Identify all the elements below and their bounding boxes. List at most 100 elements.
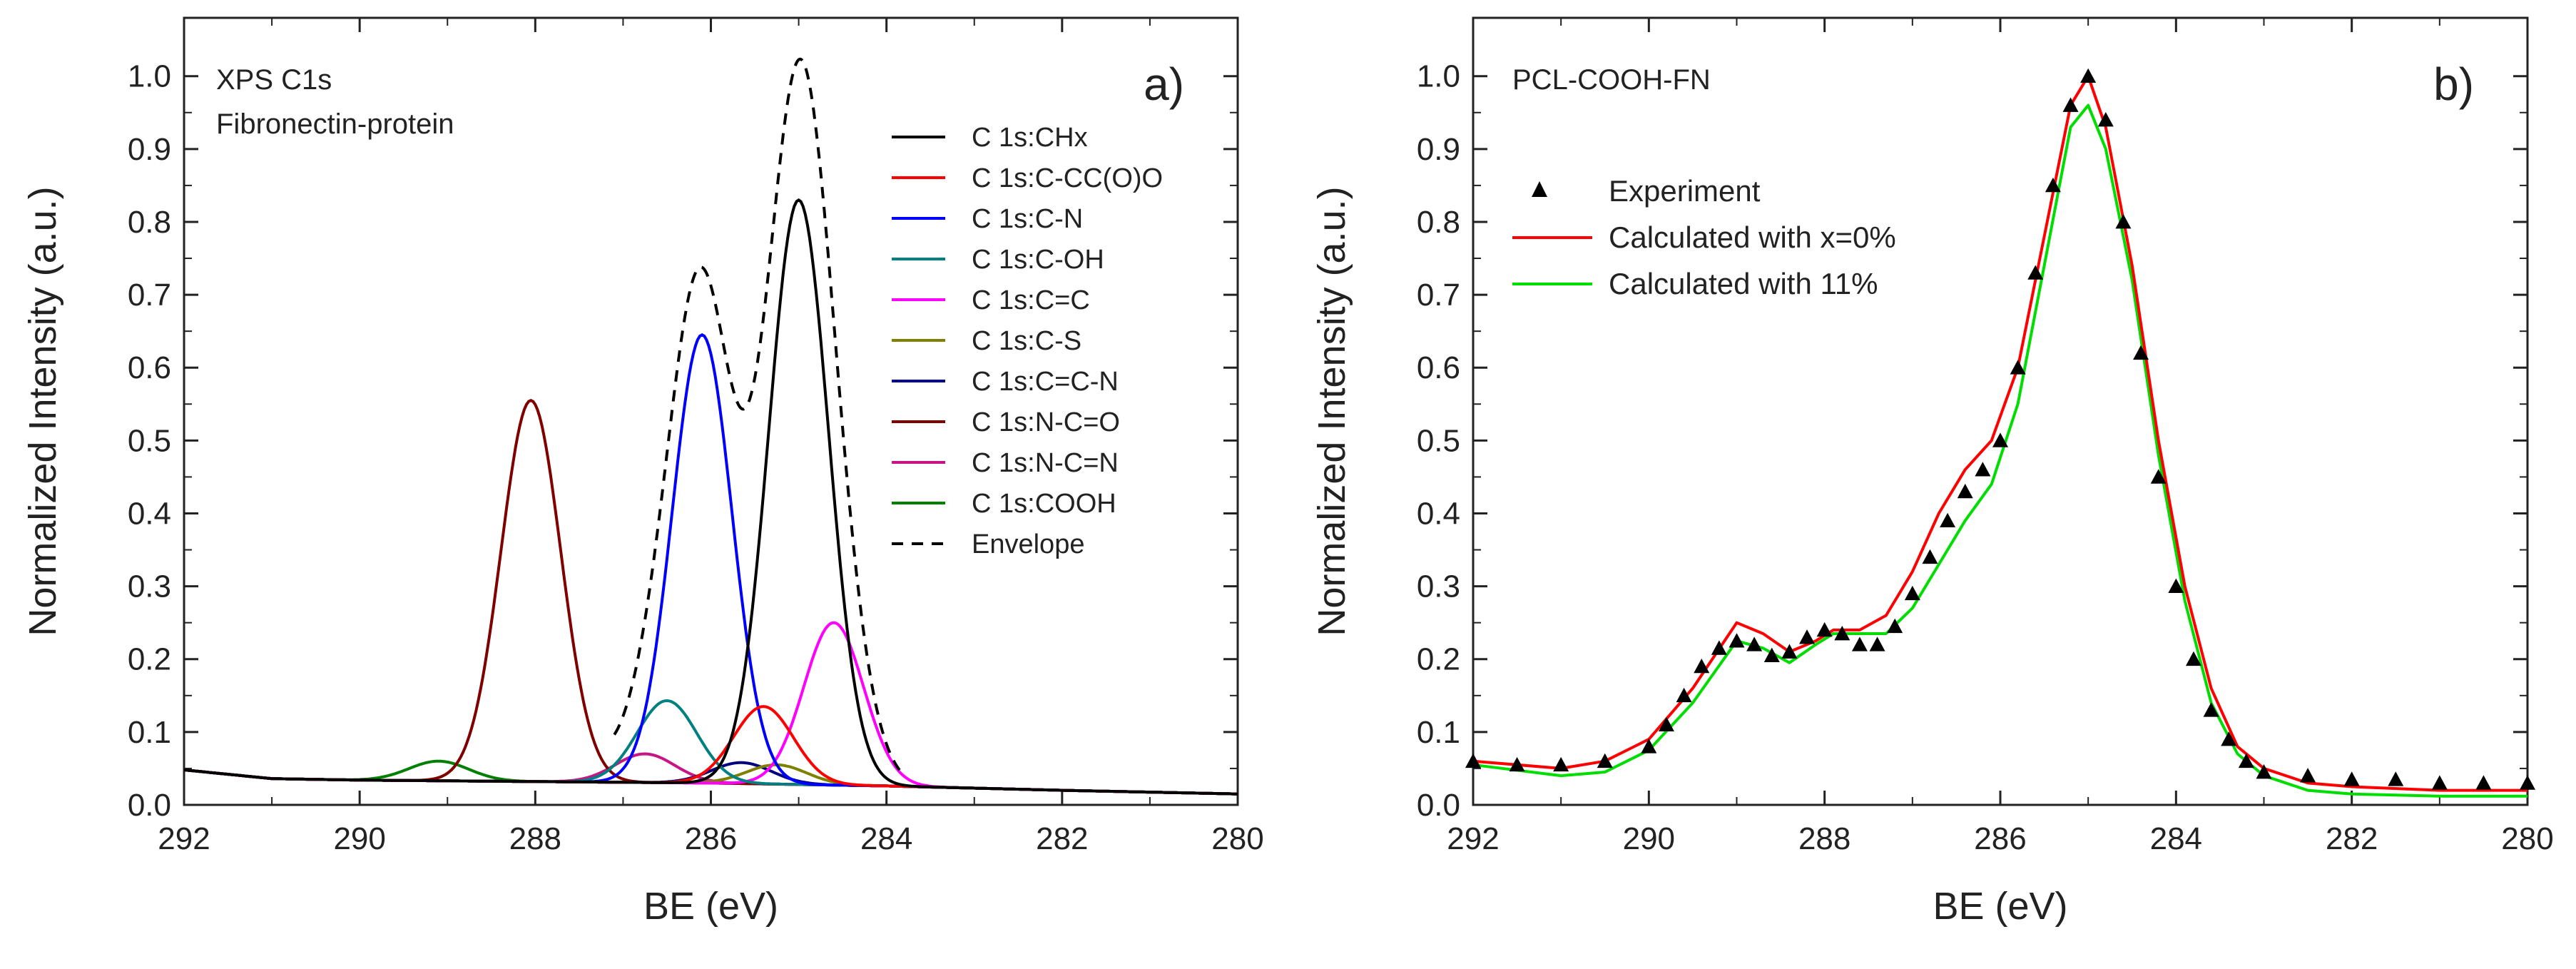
- panel-label: b): [2433, 59, 2474, 110]
- x-tick-label: 290: [333, 821, 385, 856]
- experiment-marker: [1711, 640, 1727, 655]
- experiment-marker: [1992, 432, 2008, 447]
- experiment-marker: [2150, 469, 2167, 484]
- y-tick-label: 0.9: [1417, 132, 1460, 167]
- legend-label: C 1s:N-C=O: [972, 407, 1120, 437]
- legend-label: C 1s:COOH: [972, 489, 1116, 519]
- y-tick-label: 0.5: [1417, 423, 1460, 458]
- x-tick-label: 286: [685, 821, 737, 856]
- experiment-marker: [1465, 753, 1481, 768]
- experiment-marker: [2300, 768, 2316, 783]
- y-tick-label: 0.0: [128, 788, 171, 823]
- y-tick-label: 0.9: [128, 132, 171, 167]
- experiment-marker: [2080, 68, 2097, 83]
- annotation-line: XPS C1s: [216, 64, 332, 96]
- legend-swatch-marker: [1532, 181, 1547, 197]
- y-tick-label: 1.0: [1417, 59, 1460, 94]
- plot-frame: [1472, 16, 2529, 806]
- experiment-marker: [1922, 549, 1938, 564]
- experiment-marker: [2256, 764, 2272, 779]
- y-tick-label: 0.5: [128, 423, 171, 458]
- legend-label: C 1s:C-OH: [972, 245, 1104, 275]
- legend-label: Calculated with x=0%: [1609, 220, 1896, 254]
- x-tick-label: 280: [2501, 821, 2553, 856]
- legend-label: C 1s:C-N: [972, 204, 1083, 234]
- legend-label: C 1s:C-CC(O)O: [972, 163, 1163, 193]
- x-axis-title: BE (eV): [1933, 885, 2067, 928]
- x-tick-label: 284: [860, 821, 912, 856]
- y-tick-label: 0.4: [128, 496, 171, 531]
- experiment-marker: [1676, 687, 1692, 703]
- y-tick-label: 0.4: [1417, 496, 1460, 531]
- annotation-line: Fibronectin-protein: [216, 108, 454, 140]
- y-tick-label: 0.8: [1417, 205, 1460, 240]
- experiment-marker: [2221, 731, 2237, 746]
- legend-label: C 1s:N-C=N: [972, 448, 1119, 478]
- experiment-marker: [2185, 651, 2201, 666]
- experiment-marker: [1940, 512, 1956, 528]
- y-tick-label: 0.6: [128, 350, 171, 385]
- series-line-envelope: [613, 57, 905, 776]
- x-axis-title: BE (eV): [643, 885, 778, 928]
- x-tick-label: 288: [1798, 821, 1850, 856]
- experiment-marker: [1975, 462, 1991, 477]
- panel-a: 0.0 0.1 0.2 0.3 0.4 0.5 0.6 0.7 0.8 0.9 1.0 292 290 2…: [21, 16, 1264, 928]
- x-tick-label: 280: [1211, 821, 1263, 856]
- experiment-marker: [2133, 345, 2149, 360]
- experiment-marker: [2475, 775, 2492, 790]
- experiment-marker: [1834, 625, 1850, 641]
- experiment-marker: [1597, 753, 1613, 768]
- y-tick-label: 0.1: [128, 715, 171, 750]
- experiment-marker: [2115, 213, 2132, 229]
- legend-label: C 1s:C=C: [972, 285, 1090, 315]
- legend-label: C 1s:C=C-N: [972, 367, 1119, 397]
- legend-label: Envelope: [972, 529, 1084, 559]
- experiment-marker: [2168, 578, 2184, 593]
- experiment-marker: [2238, 753, 2254, 768]
- experiment-marker: [2045, 177, 2061, 193]
- experiment-marker: [1729, 633, 1745, 648]
- y-tick-label: 0.1: [1417, 715, 1460, 750]
- experiment-marker: [2388, 771, 2404, 786]
- series-line-c-1s-chx: [183, 198, 1238, 796]
- panel-label: a): [1144, 59, 1184, 110]
- x-tick-label: 292: [1447, 821, 1499, 856]
- legend-label: C 1s:C-S: [972, 326, 1081, 356]
- experiment-marker: [1746, 636, 1763, 651]
- y-tick-label: 0.2: [1417, 642, 1460, 677]
- experiment-marker: [2431, 775, 2448, 790]
- experiment-marker: [2010, 360, 2026, 375]
- experiment-marker: [1694, 658, 1710, 674]
- y-tick-label: 1.0: [128, 59, 171, 94]
- x-tick-label: 282: [1036, 821, 1088, 856]
- series-line-c-1s-c-n: [183, 333, 1238, 796]
- experiment-marker: [1509, 756, 1525, 772]
- experiment-marker: [1851, 636, 1868, 651]
- experiment-marker: [2062, 97, 2079, 112]
- experiment-marker: [1887, 618, 1903, 634]
- series-line-calc-0: [1472, 74, 2527, 792]
- experiment-marker: [2203, 702, 2219, 717]
- x-tick-label: 284: [2150, 821, 2202, 856]
- y-tick-label: 0.7: [1417, 278, 1460, 313]
- experiment-marker: [1553, 756, 1569, 772]
- experiment-marker: [1763, 647, 1780, 662]
- legend-label: Calculated with 11%: [1609, 267, 1878, 300]
- legend-label: Experiment: [1609, 174, 1761, 208]
- y-tick-label: 0.7: [128, 278, 171, 313]
- x-tick-label: 288: [509, 821, 561, 856]
- x-tick-label: 286: [1974, 821, 2026, 856]
- experiment-marker: [2343, 771, 2360, 786]
- experiment-marker: [1869, 636, 1885, 651]
- experiment-marker: [1799, 629, 1816, 644]
- y-tick-label: 0.3: [1417, 569, 1460, 604]
- panel-b: 0.0 0.1 0.2 0.3 0.4 0.5 0.6 0.7 0.8 0.9 1.0 292 290 2…: [1310, 16, 2554, 928]
- annotation-line: PCL-COOH-FN: [1512, 64, 1711, 96]
- y-tick-label: 0.0: [1417, 788, 1460, 823]
- experiment-marker: [1957, 483, 1973, 499]
- experiment-marker: [2027, 265, 2044, 280]
- experiment-marker: [1658, 716, 1674, 732]
- experiment-marker: [1641, 739, 1657, 754]
